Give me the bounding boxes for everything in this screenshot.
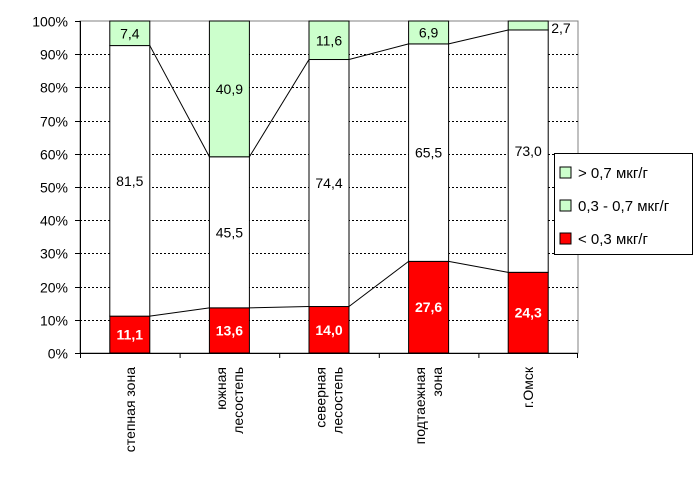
bar-segment [408, 43, 450, 262]
series-lines [149, 29, 509, 317]
bar-segment [308, 59, 350, 308]
series-line [348, 260, 409, 307]
data-label: 2,7 [551, 20, 571, 36]
data-label: 74,4 [315, 175, 342, 191]
data-label: 11,6 [316, 32, 342, 48]
x-tick-label: степная зона [122, 367, 138, 452]
series-line [448, 29, 509, 45]
y-tick-label: 80% [40, 80, 68, 96]
data-label: 7,4 [120, 25, 140, 41]
y-tick-label: 60% [40, 147, 68, 163]
x-tick-label: г.Омск [520, 366, 536, 408]
x-tick-label: севернаялесостепь [313, 367, 346, 434]
bar-segment [507, 20, 549, 31]
y-tick-label: 50% [40, 180, 68, 196]
y-tick-label: 100% [32, 14, 68, 30]
y-tick-label: 20% [40, 280, 68, 296]
bar-segment [208, 156, 250, 309]
data-label: 27,6 [415, 299, 442, 315]
series-line [249, 306, 310, 309]
series-line [448, 260, 509, 273]
data-label: 24,3 [515, 305, 542, 321]
legend-swatch [559, 232, 572, 245]
bar-segment [308, 306, 350, 354]
legend-label: 0,3 - 0,7 мкг/г [578, 198, 670, 215]
data-label: 13,6 [216, 322, 243, 338]
y-tick-label: 70% [40, 114, 68, 130]
series-line [149, 307, 210, 317]
bar-segment [507, 29, 549, 273]
y-tick-label: 10% [40, 313, 68, 329]
bar-segment [208, 307, 250, 354]
data-label: 40,9 [216, 81, 243, 97]
bar-segment [109, 20, 151, 47]
data-labels: 11,1 13,6 14,0 27,6 24,3 81,5 45,5 74,4 65,5 73,0… [116, 20, 571, 343]
data-label: 45,5 [216, 224, 243, 240]
bar-segment [308, 20, 350, 61]
legend: > 0,7 мкг/г 0,3 - 0,7 мкг/г < 0,3 мкг/г [554, 153, 693, 255]
data-label: 65,5 [415, 145, 442, 161]
y-tick-label: 0% [48, 346, 68, 362]
data-label: 6,9 [419, 24, 439, 40]
data-label: 14,0 [315, 322, 342, 338]
bars [109, 20, 549, 354]
bar-segment [208, 20, 250, 158]
data-label: 81,5 [116, 173, 143, 189]
data-label: 11,1 [117, 327, 144, 343]
y-tick-label: 90% [40, 47, 68, 63]
y-tick-label: 30% [40, 246, 68, 262]
legend-swatch [559, 199, 572, 212]
series-line [348, 43, 409, 60]
legend-box [554, 153, 693, 255]
bar-segment [408, 20, 450, 45]
x-tick-label: подтаежнаязона [412, 367, 445, 445]
y-tick-label: 40% [40, 213, 68, 229]
y-axis: 0% 10% 20% 30% 40% 50% 60% 70% 80% 90% 100% [32, 14, 81, 362]
data-label: 73,0 [515, 143, 542, 159]
series-line [248, 59, 310, 158]
legend-swatch [559, 166, 572, 179]
series-line [149, 45, 210, 158]
x-axis: степная зона южнаялесостепь севернаялесост… [80, 353, 578, 452]
legend-label: < 0,3 мкг/г [578, 231, 648, 248]
legend-label: > 0,7 мкг/г [578, 165, 648, 182]
x-tick-label: южнаялесостепь [213, 367, 246, 434]
